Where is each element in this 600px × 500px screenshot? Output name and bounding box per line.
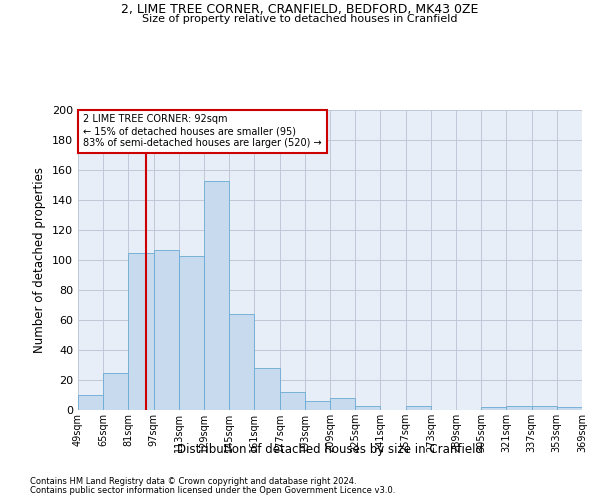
Bar <box>305 401 330 410</box>
Bar <box>204 180 229 410</box>
Text: Distribution of detached houses by size in Cranfield: Distribution of detached houses by size … <box>177 442 483 456</box>
Text: 2, LIME TREE CORNER, CRANFIELD, BEDFORD, MK43 0ZE: 2, LIME TREE CORNER, CRANFIELD, BEDFORD,… <box>121 2 479 16</box>
Bar <box>280 392 305 410</box>
Bar <box>229 314 254 410</box>
Bar <box>254 368 280 410</box>
Text: Contains public sector information licensed under the Open Government Licence v3: Contains public sector information licen… <box>30 486 395 495</box>
Text: 2 LIME TREE CORNER: 92sqm
← 15% of detached houses are smaller (95)
83% of semi-: 2 LIME TREE CORNER: 92sqm ← 15% of detac… <box>83 114 322 148</box>
Bar <box>557 407 582 410</box>
Bar <box>532 406 557 410</box>
Bar <box>103 372 128 410</box>
Bar <box>506 406 532 410</box>
Bar <box>154 250 179 410</box>
Bar <box>481 407 506 410</box>
Bar <box>330 398 355 410</box>
Bar <box>128 252 154 410</box>
Bar <box>78 395 103 410</box>
Bar <box>179 256 204 410</box>
Bar <box>355 406 380 410</box>
Bar <box>406 406 431 410</box>
Text: Contains HM Land Registry data © Crown copyright and database right 2024.: Contains HM Land Registry data © Crown c… <box>30 478 356 486</box>
Text: Size of property relative to detached houses in Cranfield: Size of property relative to detached ho… <box>142 14 458 24</box>
Y-axis label: Number of detached properties: Number of detached properties <box>34 167 46 353</box>
